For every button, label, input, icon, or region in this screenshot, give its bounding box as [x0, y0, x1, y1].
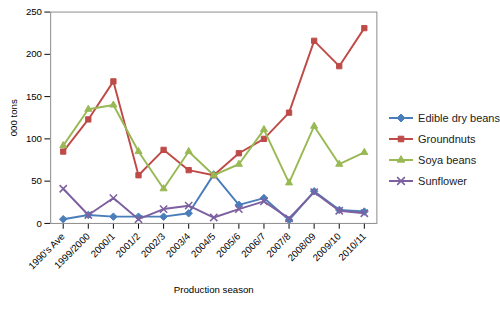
- svg-text:50: 50: [31, 175, 42, 186]
- svg-text:2005/6: 2005/6: [214, 231, 243, 260]
- svg-text:2001/2: 2001/2: [113, 231, 142, 260]
- svg-text:250: 250: [26, 6, 42, 17]
- html-text:Soya beans: Soya beans: [418, 153, 477, 166]
- svg-text:2010/11: 2010/11: [336, 231, 368, 263]
- svg-text:1990's Ave: 1990's Ave: [26, 230, 67, 272]
- svg-text:000 tons: 000 tons: [8, 99, 19, 136]
- html-text:Edible dry beans: Edible dry beans: [418, 111, 500, 124]
- svg-text:100: 100: [26, 133, 42, 144]
- svg-text:2008/09: 2008/09: [285, 230, 318, 264]
- svg-text:2009/10: 2009/10: [310, 231, 342, 263]
- svg-text:2002/3: 2002/3: [139, 231, 168, 260]
- svg-text:2000/1: 2000/1: [88, 231, 117, 260]
- html-text:Sunflower: Sunflower: [418, 174, 467, 187]
- html-text:Groundnuts: Groundnuts: [418, 132, 476, 145]
- svg-text:2006/7: 2006/7: [239, 231, 268, 260]
- svg-text:2004/5: 2004/5: [189, 231, 218, 260]
- svg-text:2003/4: 2003/4: [164, 230, 193, 259]
- svg-text:2007/8: 2007/8: [264, 230, 293, 260]
- svg-text:1999/2000: 1999/2000: [52, 231, 92, 271]
- svg-text:150: 150: [26, 91, 42, 102]
- svg-text:0: 0: [37, 218, 42, 229]
- svg-text:Production season: Production season: [174, 284, 254, 295]
- svg-text:200: 200: [26, 48, 42, 59]
